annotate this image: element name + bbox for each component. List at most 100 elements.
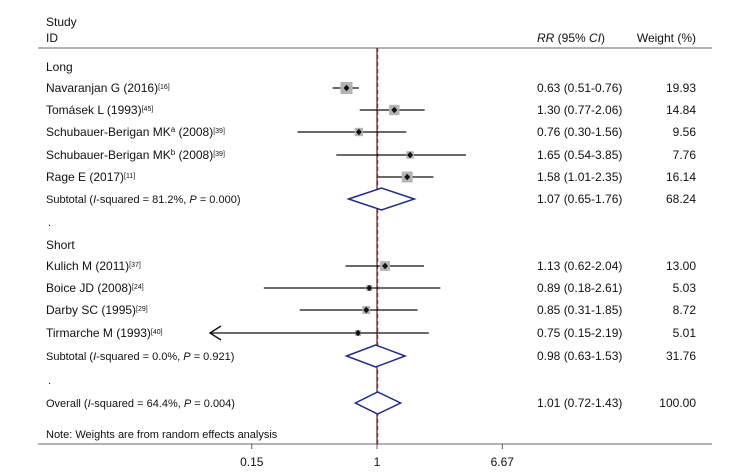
overall-ci-text: 1.01 (0.72-1.43) (537, 396, 622, 410)
study-year: (2008) (175, 125, 213, 139)
header-rr-ci: RR (95% CI) (537, 31, 605, 45)
separator-2-text: . (48, 375, 51, 387)
weight-value: 7.76 (673, 148, 697, 162)
weight-text-long-2: 9.56 (673, 125, 697, 139)
study-name: Schubauer-Berigan MK (46, 148, 171, 162)
study-label-short-2: Darby SC (1995)[29] (46, 303, 148, 317)
study-label-long-1: Tomásek L (1993)[45] (46, 103, 153, 117)
ci-value: 0.76 (0.30-1.56) (537, 125, 622, 139)
study-name: Darby SC (1995) (46, 303, 136, 317)
subtotal-long-weight-text: 68.24 (666, 192, 696, 206)
ci-text-long-4: 1.58 (1.01-2.35) (537, 170, 622, 184)
ci-text-short-3: 0.75 (0.15-2.19) (537, 326, 622, 340)
subtotal-long-mid: -squared = 81.2%, (96, 194, 189, 206)
weight-value: 19.93 (666, 81, 696, 95)
study-ref: [40] (151, 329, 163, 336)
study-ref: [29] (136, 306, 148, 313)
weight-text-long-4: 16.14 (666, 170, 696, 184)
subtotal-short-post: = 0.921) (191, 351, 235, 363)
ci-text-long-3: 1.65 (0.54-3.85) (537, 148, 622, 162)
weight-text-short-2: 8.72 (673, 303, 697, 317)
weight-text-short-0: 13.00 (666, 259, 696, 273)
study-label-short-3: Tirmarche M (1993)[40] (46, 326, 163, 340)
subtotal-short-ci-value: 0.98 (0.63-1.53) (537, 349, 622, 363)
study-label-short-0: Kulich M (2011)[37] (46, 259, 141, 273)
overall-p: P (184, 398, 192, 410)
point-estimate-long-2 (355, 128, 362, 136)
group-short-text: Short (46, 238, 75, 252)
study-name: Schubauer-Berigan MK (46, 125, 171, 139)
point-estimate-short-3 (355, 329, 362, 337)
ci-text-long-1: 1.30 (0.77-2.06) (537, 103, 622, 117)
study-ref: [24] (132, 284, 144, 291)
study-label-long-2: Schubauer-Berigan MKa (2008)[39] (46, 125, 225, 140)
overall-post: = 0.004) (191, 398, 235, 410)
weight-text-long-3: 7.76 (673, 148, 697, 162)
overall-diamond (353, 391, 403, 415)
axis-tick-text: 1 (374, 455, 381, 469)
group-label-short: Short (46, 238, 75, 252)
point-estimate-long-1 (391, 106, 398, 114)
weight-value: 9.56 (673, 125, 697, 139)
point-estimate-short-0 (382, 262, 389, 270)
separator-2: . (48, 375, 51, 387)
header-study-text: Study (46, 15, 77, 29)
subtotal-long-diamond (346, 187, 417, 211)
footnote: Note: Weights are from random effects an… (46, 429, 278, 441)
study-name: Tomásek L (1993) (46, 103, 142, 117)
header-rr-text: RR (537, 31, 555, 45)
subtotal-long-p: P (189, 194, 197, 206)
ci-value: 1.13 (0.62-2.04) (537, 259, 622, 273)
subtotal-short-p: P (183, 351, 191, 363)
header-id: ID (46, 31, 58, 45)
ci-text-short-2: 0.85 (0.31-1.85) (537, 303, 622, 317)
weight-value: 16.14 (666, 170, 696, 184)
point-estimate-long-0 (343, 84, 350, 92)
ci-value: 0.89 (0.18-2.61) (537, 281, 622, 295)
study-sup: a (171, 125, 176, 134)
axis-tick-label-0: 0.15 (240, 455, 264, 469)
study-label-short-1: Boice JD (2008)[24] (46, 281, 144, 295)
header-study: Study (46, 15, 77, 29)
study-year: (2008) (175, 148, 213, 162)
study-ref: [16] (158, 84, 170, 91)
overall-weight-text: 100.00 (659, 396, 696, 410)
axis-tick-text: 0.15 (240, 455, 264, 469)
overall-label: Overall (I-squared = 64.4%, P = 0.004) (46, 398, 235, 410)
point-estimate-short-2 (363, 306, 370, 314)
point-estimate-long-4 (404, 173, 411, 181)
overall-mid: -squared = 64.4%, (91, 398, 184, 410)
overall-i: I (88, 398, 91, 410)
weight-text-short-3: 5.01 (673, 326, 697, 340)
subtotal-short-i: I (93, 351, 96, 363)
subtotal-short-mid: -squared = 0.0%, (96, 351, 183, 363)
point-estimate-short-1 (366, 284, 373, 292)
ci-arrow-left-short-3 (208, 325, 222, 341)
footnote-text: Note: Weights are from random effects an… (46, 429, 278, 441)
subtotal-short-weight-value: 31.76 (666, 349, 696, 363)
weight-value: 13.00 (666, 259, 696, 273)
study-ref: [45] (142, 106, 154, 113)
weight-text-long-1: 14.84 (666, 103, 696, 117)
weight-text-short-1: 5.03 (673, 281, 697, 295)
ci-value: 1.30 (0.77-2.06) (537, 103, 622, 117)
ci-value: 0.63 (0.51-0.76) (537, 81, 622, 95)
subtotal-long-i: I (93, 194, 96, 206)
ci-text-short-0: 1.13 (0.62-2.04) (537, 259, 622, 273)
separator-1: . (48, 217, 51, 229)
ci-value: 0.75 (0.15-2.19) (537, 326, 622, 340)
subtotal-long-weight-value: 68.24 (666, 192, 696, 206)
header-weight: Weight (%) (637, 31, 696, 45)
header-ci-text-a: (95% (554, 31, 589, 45)
overall-pre: Overall ( (46, 398, 88, 410)
weight-value: 14.84 (666, 103, 696, 117)
ci-value: 1.65 (0.54-3.85) (537, 148, 622, 162)
subtotal-short-pre: Subtotal ( (46, 351, 93, 363)
study-sup: b (171, 148, 176, 157)
study-name: Kulich M (2011) (46, 259, 129, 273)
subtotal-short-label: Subtotal (I-squared = 0.0%, P = 0.921) (46, 351, 234, 363)
header-id-text: ID (46, 31, 58, 45)
study-name: Navaranjan G (2016) (46, 81, 158, 95)
header-ci-text-b: CI (589, 31, 602, 45)
